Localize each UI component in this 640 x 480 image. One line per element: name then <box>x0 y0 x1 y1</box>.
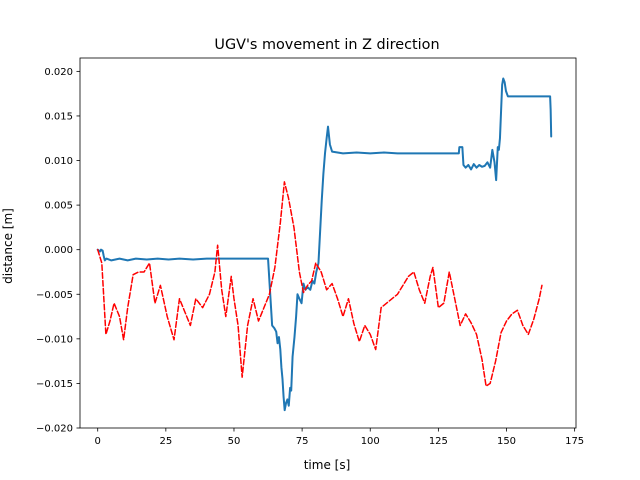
x-tick-label: 125 <box>429 436 448 447</box>
y-tick-label: 0.015 <box>44 111 73 122</box>
y-tick-label: 0.005 <box>44 201 73 212</box>
axes-frame <box>79 57 577 429</box>
x-tick-label: 175 <box>565 436 584 447</box>
x-tick-label: 50 <box>228 436 241 447</box>
x-tick-label: 25 <box>159 436 172 447</box>
x-axis-label: time [s] <box>304 458 351 472</box>
y-tick-label: 0.000 <box>44 245 73 256</box>
plot-area <box>79 57 577 429</box>
x-tick-label: 100 <box>361 436 380 447</box>
y-axis-label: distance [m] <box>1 208 15 284</box>
x-tick-label: 0 <box>95 436 101 447</box>
y-tick-label: −0.020 <box>36 424 73 435</box>
y-axis: −0.020 −0.015 −0.010 −0.005 0.000 0.005 0.010 0… <box>36 67 80 435</box>
y-tick-label: −0.015 <box>36 379 73 390</box>
x-tick-label: 150 <box>497 436 516 447</box>
y-tick-label: 0.010 <box>44 156 73 167</box>
x-axis: 0 25 50 75 100 125 150 175 <box>95 428 584 447</box>
y-tick-label: 0.020 <box>44 67 73 78</box>
y-tick-label: −0.010 <box>36 334 73 345</box>
y-tick-label: −0.005 <box>36 290 73 301</box>
chart-title: UGV's movement in Z direction <box>214 37 439 53</box>
series-layer <box>96 77 553 412</box>
axes-background <box>80 58 576 428</box>
x-tick-label: 75 <box>296 436 309 447</box>
series-line-2 <box>96 181 543 387</box>
